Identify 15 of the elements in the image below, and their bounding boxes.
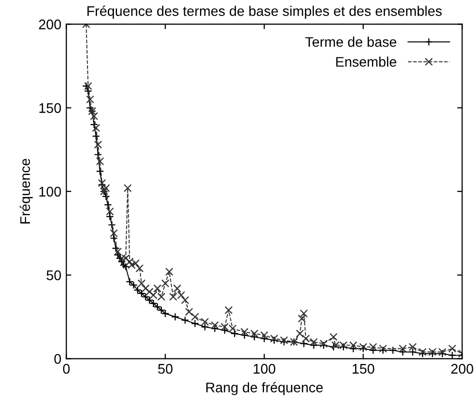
y-axis-title: Fréquence (20, 158, 33, 224)
x-tick-label: 0 (63, 364, 70, 374)
legend-label: Terme de base (305, 36, 396, 47)
legend-label: Ensemble (336, 56, 396, 67)
y-tick-label: 50 (46, 270, 61, 280)
y-tick-label: 150 (39, 103, 61, 113)
x-tick-label: 200 (451, 364, 474, 374)
x-tick-label: 150 (352, 364, 374, 374)
x-axis-title: Rang de fréquence (206, 382, 323, 396)
x-tick-label: 100 (254, 364, 276, 374)
y-tick-label: 100 (39, 186, 61, 197)
y-tick-label: 0 (54, 354, 61, 364)
y-tick-label: 200 (39, 20, 61, 30)
chart-title: Fréquence des termes de base simples et des ensembles (87, 6, 442, 19)
x-tick-label: 50 (158, 364, 172, 374)
